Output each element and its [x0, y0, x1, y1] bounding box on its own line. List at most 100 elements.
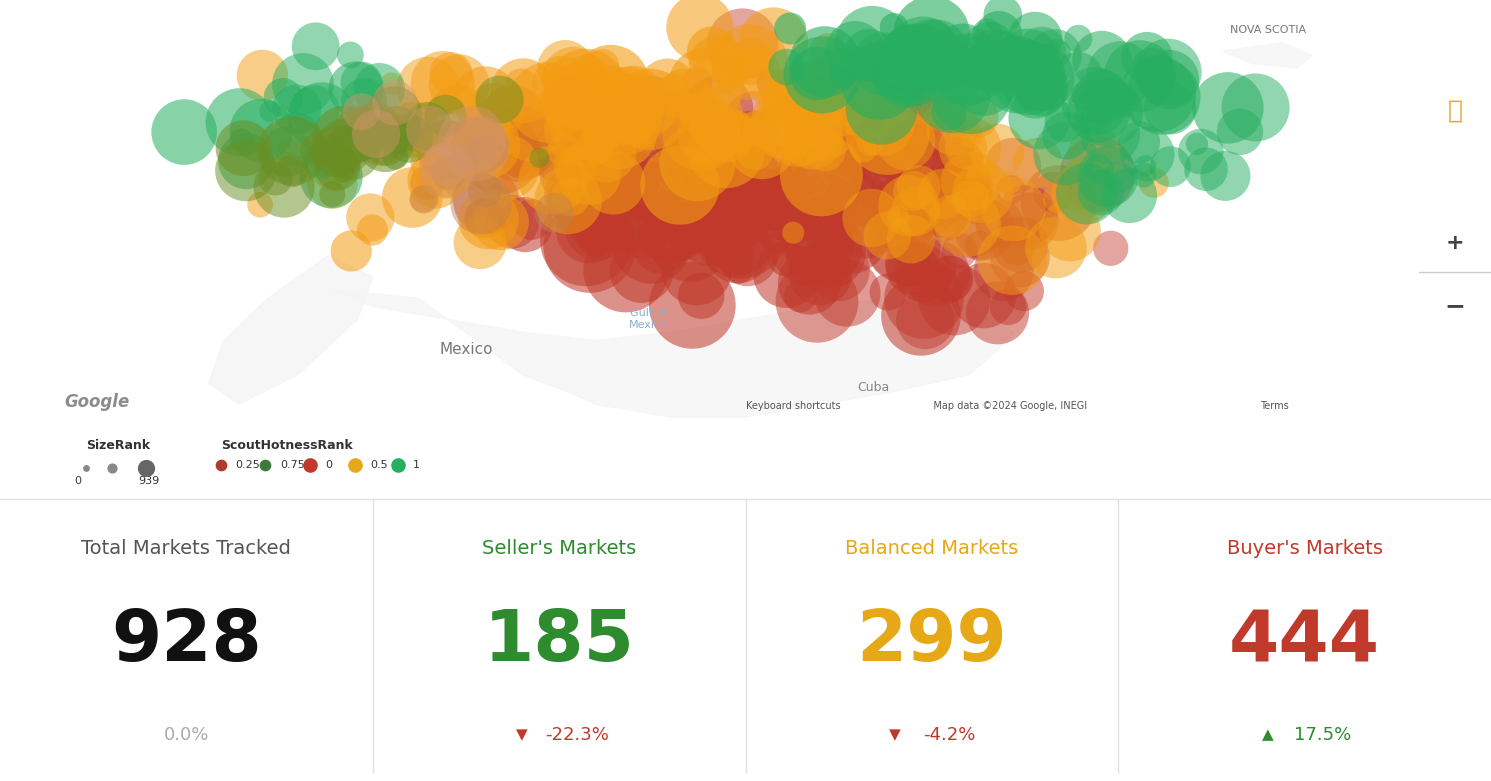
Point	[725, 252, 748, 265]
Point	[331, 168, 355, 180]
Point	[1243, 102, 1267, 114]
Point	[960, 129, 984, 141]
Point	[997, 177, 1021, 189]
Point	[321, 187, 344, 200]
Point	[483, 106, 507, 119]
Point	[1074, 179, 1097, 191]
Point	[577, 223, 601, 236]
Point	[474, 194, 498, 207]
Point	[929, 190, 953, 202]
Point	[945, 77, 969, 90]
Point	[678, 226, 702, 239]
Point	[811, 121, 835, 134]
Point	[1229, 126, 1252, 138]
Point	[683, 140, 707, 152]
Point	[959, 192, 983, 205]
Point	[668, 179, 692, 191]
Text: SizeRank: SizeRank	[86, 439, 151, 451]
Point	[714, 143, 738, 155]
Point	[1036, 87, 1060, 99]
Point	[978, 44, 1002, 56]
Point	[723, 160, 747, 173]
Point	[780, 198, 804, 210]
Point	[556, 194, 580, 207]
Point	[607, 103, 631, 116]
Point	[884, 246, 908, 259]
Point	[173, 126, 197, 138]
Point	[1082, 95, 1106, 108]
Point	[896, 66, 920, 78]
Point	[1047, 191, 1071, 204]
Point	[687, 21, 711, 34]
Point	[805, 67, 829, 80]
Point	[510, 79, 534, 91]
Point	[905, 196, 929, 209]
Point	[1156, 66, 1179, 79]
Point	[1118, 189, 1142, 201]
Point	[895, 134, 918, 147]
Point	[249, 124, 273, 137]
Polygon shape	[328, 290, 1014, 417]
Point	[1005, 241, 1029, 253]
Text: Map data ©2024 Google, INEGI: Map data ©2024 Google, INEGI	[924, 401, 1087, 411]
Point	[559, 189, 583, 201]
Point	[517, 123, 541, 135]
Point	[1151, 91, 1175, 103]
Point	[986, 307, 1009, 319]
Point	[698, 127, 722, 140]
Point	[915, 66, 939, 78]
Point	[992, 265, 1015, 277]
Point	[303, 104, 327, 116]
Point	[669, 151, 693, 163]
Text: Terms: Terms	[1260, 401, 1288, 411]
Point	[801, 132, 825, 144]
Point	[702, 215, 726, 227]
Point	[638, 191, 662, 204]
Point	[811, 92, 835, 105]
Point	[541, 173, 565, 186]
Point	[944, 174, 968, 187]
Point	[280, 144, 304, 157]
Point	[921, 51, 945, 63]
Point	[435, 155, 459, 167]
Point	[1159, 102, 1182, 115]
Point	[1006, 52, 1030, 65]
Point	[871, 142, 895, 155]
Point	[805, 83, 829, 95]
Point	[680, 152, 704, 165]
Point	[423, 174, 447, 187]
Point	[1066, 72, 1090, 84]
Point	[383, 151, 407, 163]
Point	[729, 226, 753, 238]
Point	[810, 69, 833, 81]
Point	[367, 82, 391, 95]
Point	[941, 89, 965, 102]
Point	[672, 88, 696, 101]
Point	[778, 23, 802, 35]
Point	[866, 216, 890, 229]
Point	[750, 186, 774, 198]
Point	[386, 458, 410, 471]
Point	[568, 197, 592, 209]
Point	[349, 77, 373, 89]
Point	[811, 201, 835, 214]
Point	[134, 462, 158, 474]
Point	[795, 130, 819, 142]
Point	[899, 221, 923, 234]
Point	[746, 66, 769, 79]
Point	[905, 58, 929, 70]
Point	[558, 100, 581, 112]
Point	[258, 105, 282, 117]
Point	[830, 184, 854, 197]
Point	[638, 103, 662, 116]
Point	[726, 244, 750, 256]
Point	[832, 70, 856, 82]
Point	[1129, 70, 1153, 82]
Point	[519, 213, 543, 226]
Point	[1006, 69, 1030, 81]
Point	[1054, 130, 1078, 142]
Point	[974, 223, 997, 236]
Point	[347, 128, 371, 141]
Point	[1099, 242, 1123, 255]
Point	[914, 96, 938, 109]
